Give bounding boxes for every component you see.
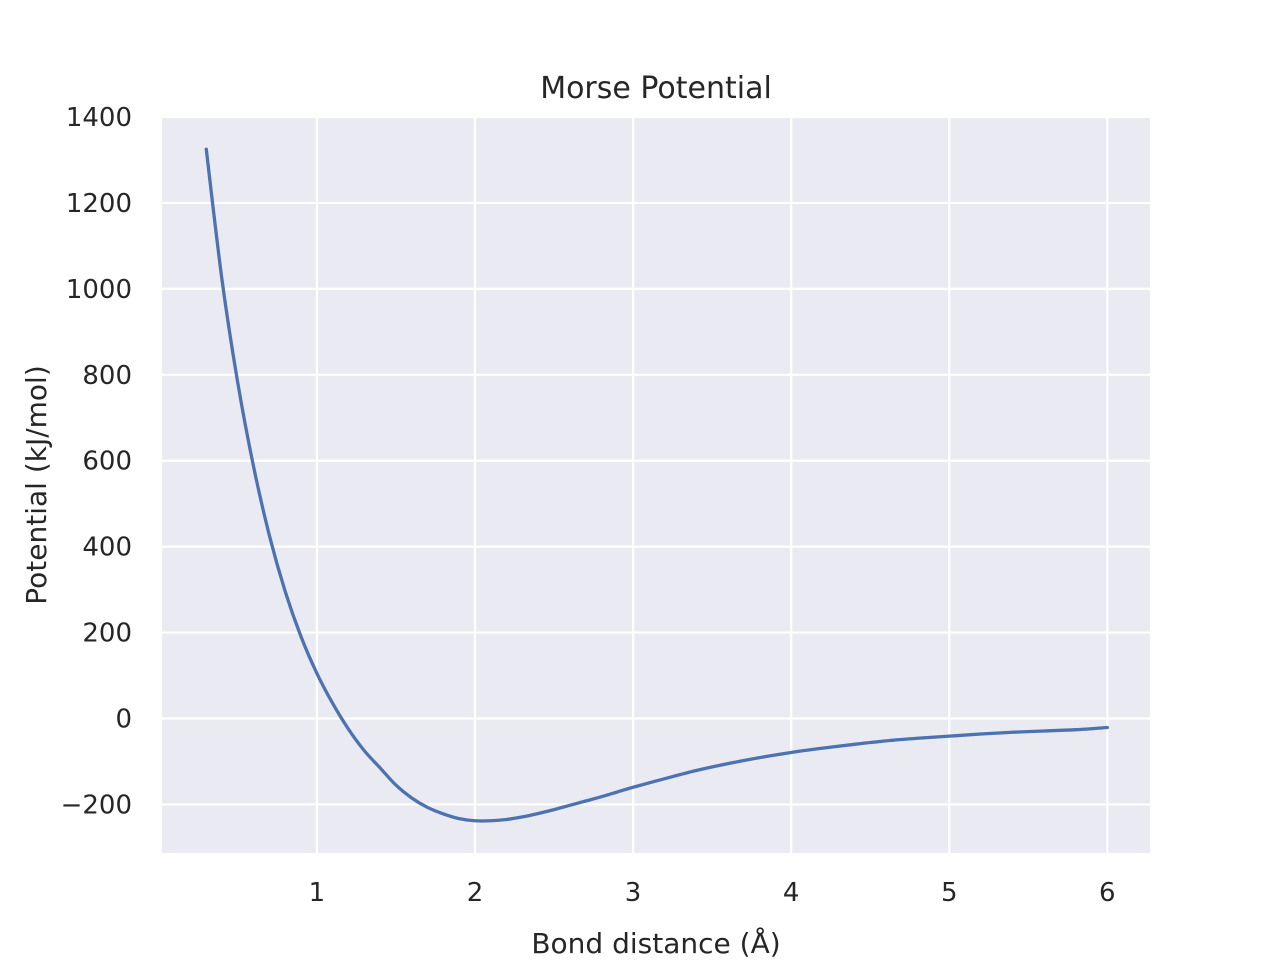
x-tick-label: 3 [625, 878, 642, 908]
x-tick-label: 4 [783, 878, 800, 908]
x-tick-label: 6 [1099, 878, 1116, 908]
tick-labels: 1 2 3 4 5 6 −200 0 200 400 600 800 1000 1200 1400 [61, 103, 1116, 908]
x-tick-label: 1 [309, 878, 326, 908]
y-tick-label: 400 [82, 533, 132, 563]
plot-area [162, 117, 1150, 853]
series-layer [204, 147, 1109, 823]
y-tick-label: 200 [82, 619, 132, 649]
x-tick-label: 5 [941, 878, 958, 908]
y-tick-label: −200 [61, 790, 132, 820]
y-tick-label: 800 [82, 361, 132, 391]
x-tick-label: 2 [467, 878, 484, 908]
y-axis-label: Potential (kJ/mol) [20, 365, 53, 605]
chart-title: Morse Potential [540, 71, 772, 106]
x-axis-label: Bond distance (Å) [531, 926, 780, 960]
y-tick-label: 0 [115, 705, 132, 735]
y-tick-label: 1200 [66, 189, 132, 219]
y-tick-label: 600 [82, 447, 132, 477]
grid-lines [162, 115, 1150, 853]
y-tick-label: 1400 [66, 103, 132, 133]
series-line [204, 147, 1109, 823]
y-tick-label: 1000 [66, 275, 132, 305]
